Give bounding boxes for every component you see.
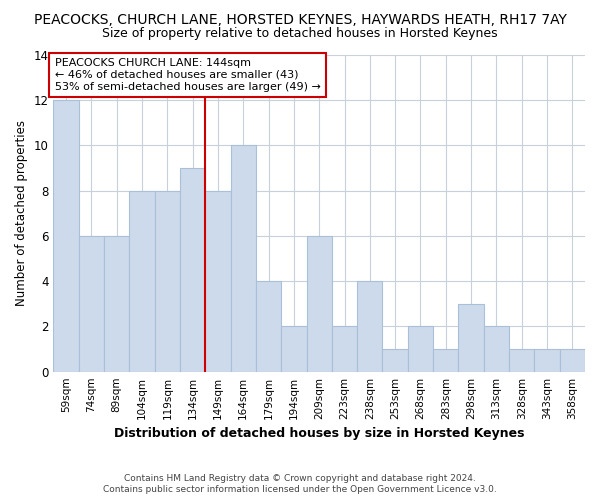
Text: PEACOCKS CHURCH LANE: 144sqm
← 46% of detached houses are smaller (43)
53% of se: PEACOCKS CHURCH LANE: 144sqm ← 46% of de… xyxy=(55,58,320,92)
Bar xyxy=(155,190,180,372)
Bar xyxy=(535,349,560,372)
Bar xyxy=(357,281,382,372)
Bar xyxy=(458,304,484,372)
Bar xyxy=(53,100,79,371)
Bar xyxy=(560,349,585,372)
Bar xyxy=(509,349,535,372)
Text: PEACOCKS, CHURCH LANE, HORSTED KEYNES, HAYWARDS HEATH, RH17 7AY: PEACOCKS, CHURCH LANE, HORSTED KEYNES, H… xyxy=(34,12,566,26)
Bar xyxy=(205,190,230,372)
Text: Contains HM Land Registry data © Crown copyright and database right 2024.
Contai: Contains HM Land Registry data © Crown c… xyxy=(103,474,497,494)
Text: Size of property relative to detached houses in Horsted Keynes: Size of property relative to detached ho… xyxy=(102,28,498,40)
Bar xyxy=(281,326,307,372)
Bar xyxy=(180,168,205,372)
Bar xyxy=(307,236,332,372)
Bar xyxy=(484,326,509,372)
Bar xyxy=(332,326,357,372)
Y-axis label: Number of detached properties: Number of detached properties xyxy=(15,120,28,306)
Bar xyxy=(130,190,155,372)
Bar xyxy=(433,349,458,372)
X-axis label: Distribution of detached houses by size in Horsted Keynes: Distribution of detached houses by size … xyxy=(114,427,524,440)
Bar xyxy=(79,236,104,372)
Bar xyxy=(230,146,256,372)
Bar xyxy=(408,326,433,372)
Bar xyxy=(256,281,281,372)
Bar xyxy=(382,349,408,372)
Bar xyxy=(104,236,130,372)
